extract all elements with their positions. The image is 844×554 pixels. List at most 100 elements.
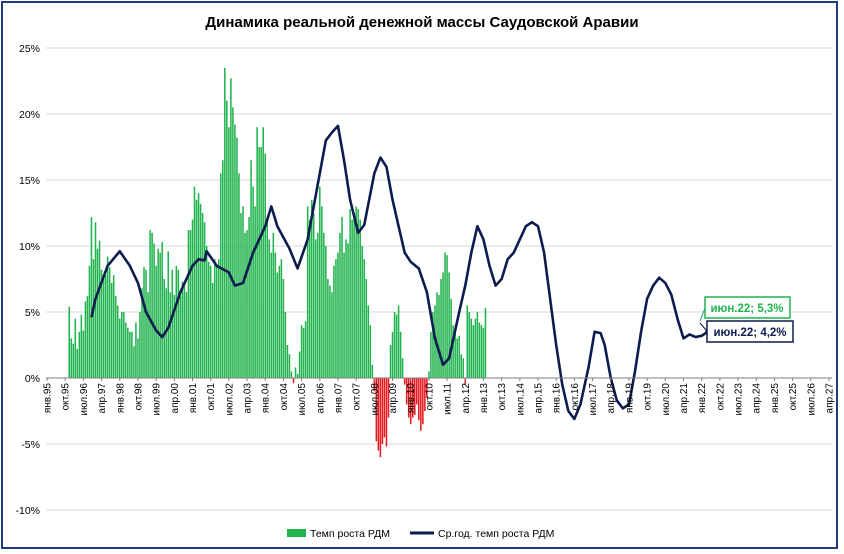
bar (90, 216, 93, 378)
x-tick-label: июл.96 (79, 383, 90, 416)
bar (189, 230, 192, 378)
bar (484, 308, 487, 378)
bar (416, 378, 418, 405)
bar (70, 338, 73, 378)
x-tick-label: янв.98 (115, 383, 126, 414)
bar (110, 282, 113, 378)
x-tick-label: янв.95 (43, 383, 54, 414)
x-tick-label: апр.15 (534, 383, 545, 414)
annotation-bar-label: июн.22; 5,3% (710, 303, 783, 315)
y-tick-label: 15% (19, 175, 40, 187)
bar (173, 294, 176, 378)
x-tick-label: окт.13 (497, 383, 508, 411)
bar (226, 100, 228, 379)
bar (381, 378, 384, 444)
bar (314, 239, 317, 378)
chart-title: Динамика реальной денежной массы Саудовс… (205, 14, 638, 31)
bar (238, 173, 240, 378)
bar (209, 265, 212, 378)
bar (104, 275, 107, 378)
x-tick-label: окт.19 (643, 383, 654, 411)
bar (466, 305, 469, 378)
x-tick-label: янв.22 (697, 383, 708, 414)
bar (137, 338, 139, 378)
bar (250, 160, 252, 378)
bar (450, 298, 452, 378)
bar (215, 264, 218, 378)
bar (121, 312, 123, 378)
bar (167, 251, 170, 378)
bar (420, 378, 422, 431)
bar (424, 378, 426, 411)
bar (151, 232, 153, 378)
bar (373, 378, 376, 392)
bar (135, 322, 137, 378)
bar (127, 327, 129, 378)
bar (345, 239, 347, 378)
bar (78, 331, 81, 378)
y-tick-label: 0% (25, 373, 40, 385)
bar (187, 230, 190, 378)
bar (357, 209, 359, 378)
bar (84, 301, 87, 378)
bar (220, 173, 222, 378)
line-path (90, 124, 713, 421)
bar (341, 216, 343, 378)
bar (377, 378, 380, 451)
bar (460, 354, 462, 378)
x-tick-label: апр.18 (606, 383, 617, 414)
bar (205, 246, 208, 378)
bar (339, 232, 341, 378)
bar (228, 127, 230, 378)
bar (385, 378, 388, 447)
bar (258, 147, 260, 378)
bar (143, 267, 145, 378)
bar (82, 330, 85, 378)
bar (181, 281, 184, 378)
bar (157, 248, 159, 378)
x-tick-label: июл.17 (588, 383, 599, 416)
bar (379, 378, 382, 458)
bar (139, 312, 141, 378)
y-tick-label: 5% (25, 307, 40, 319)
bar (375, 378, 378, 442)
x-tick-label: окт.07 (352, 383, 363, 411)
bar (337, 252, 339, 378)
bar (335, 259, 337, 378)
bar (88, 265, 91, 378)
bar (177, 269, 180, 378)
line-series (90, 124, 713, 421)
legend-line-label: Ср.год. темп роста РДМ (438, 528, 554, 540)
bar (234, 124, 236, 378)
x-tick-label: янв.10 (406, 383, 417, 414)
bar (175, 265, 178, 378)
bar (308, 219, 311, 378)
bar (312, 213, 315, 378)
bar (480, 325, 483, 378)
bar (365, 279, 368, 378)
bar (395, 314, 398, 378)
x-tick-label: июл.20 (661, 383, 672, 416)
bar (155, 265, 157, 378)
bar (300, 325, 303, 378)
bar (397, 305, 400, 378)
x-tick-label: окт.10 (424, 383, 435, 411)
bar (183, 285, 186, 378)
bar (76, 348, 79, 378)
bar (327, 279, 329, 378)
bar (149, 230, 151, 378)
bar (264, 153, 266, 378)
bar (442, 272, 444, 378)
bar (72, 343, 75, 378)
x-tick-label: янв.16 (552, 383, 563, 414)
bar (329, 285, 331, 378)
x-tick-label: июл.08 (370, 383, 381, 416)
x-tick-label: янв.04 (261, 383, 272, 414)
bar (171, 269, 174, 378)
bar (343, 252, 345, 378)
bar (454, 331, 456, 378)
bar (114, 296, 117, 378)
bar (100, 269, 103, 378)
x-tick-label: апр.24 (752, 383, 763, 414)
